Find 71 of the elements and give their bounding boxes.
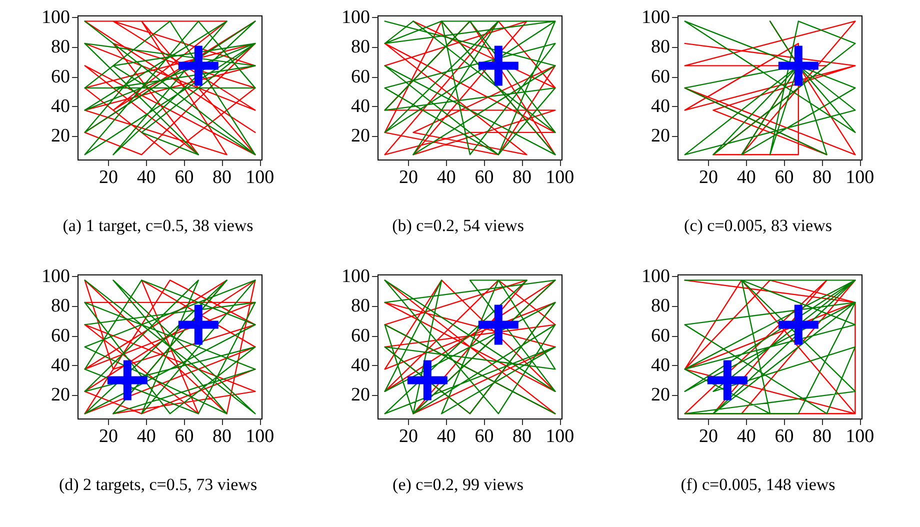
y-tick-label: 20	[351, 126, 370, 147]
line-series	[84, 280, 256, 414]
y-tick-label: 40	[51, 354, 70, 376]
x-tick-label: 60	[774, 167, 794, 188]
x-tick-label: 60	[774, 426, 794, 447]
x-tick-label: 40	[436, 167, 456, 188]
x-tick-label: 60	[474, 426, 494, 447]
y-tick-label: 100	[42, 266, 70, 287]
y-tick-label: 60	[651, 66, 670, 88]
x-tick-label: 40	[136, 426, 156, 447]
y-tick-label: 20	[351, 384, 370, 406]
x-tick-label: 20	[398, 426, 418, 447]
x-tick-label: 20	[98, 167, 118, 188]
y-tick-label: 40	[651, 354, 670, 376]
y-tick-label: 40	[351, 96, 370, 117]
text: (c) c=0.005, 83 views	[684, 216, 832, 235]
x-tick-label: 80	[512, 426, 532, 447]
y-tick-label: 80	[351, 36, 370, 58]
y-tick-label: 100	[342, 266, 370, 287]
x-tick-label: 20	[398, 167, 418, 188]
x-tick-label: 100	[546, 426, 574, 447]
y-tick-label: 20	[51, 126, 70, 147]
y-tick-label: 40	[351, 354, 370, 376]
y-tick-label: 80	[651, 296, 670, 317]
y-tick-label: 20	[651, 384, 670, 406]
y-tick-label: 40	[651, 96, 670, 117]
y-tick-label: 80	[51, 36, 70, 58]
x-tick-label: 80	[812, 426, 832, 447]
text: (b) c=0.2, 54 views	[392, 216, 524, 235]
y-tick-label: 60	[51, 325, 70, 346]
y-tick-label: 20	[51, 384, 70, 406]
x-tick-label: 40	[736, 426, 756, 447]
x-tick-label: 40	[736, 167, 756, 188]
x-tick-label: 80	[212, 426, 232, 447]
x-tick-label: 60	[174, 426, 194, 447]
x-tick-label: 60	[174, 167, 194, 188]
x-tick-label: 20	[698, 426, 718, 447]
y-tick-label: 100	[42, 7, 70, 28]
y-tick-label: 100	[642, 7, 670, 28]
y-tick-label: 80	[651, 36, 670, 58]
y-tick-label: 60	[651, 325, 670, 346]
x-tick-label: 20	[698, 167, 718, 188]
x-tick-label: 100	[246, 426, 274, 447]
text: (f) c=0.005, 148 views	[680, 475, 836, 494]
x-tick-label: 100	[846, 167, 874, 188]
line-series	[84, 20, 256, 156]
x-tick-label: 100	[846, 426, 874, 447]
text: (d) 2 targets, c=0.5, 73 views	[58, 475, 258, 494]
y-tick-label: 100	[342, 7, 370, 28]
x-tick-label: 80	[212, 167, 232, 188]
y-tick-label: 100	[642, 266, 670, 287]
x-tick-label: 20	[98, 426, 118, 447]
x-tick-label: 100	[546, 167, 574, 188]
y-tick-label: 60	[51, 66, 70, 88]
x-tick-label: 40	[436, 426, 456, 447]
text: (e) c=0.2, 99 views	[392, 475, 524, 494]
line-series	[384, 20, 556, 156]
line-series	[684, 20, 856, 156]
y-tick-label: 80	[51, 296, 70, 317]
x-tick-label: 80	[512, 167, 532, 188]
y-tick-label: 60	[351, 325, 370, 346]
x-tick-label: 100	[246, 167, 274, 188]
text: (a) 1 target, c=0.5, 38 views	[62, 216, 254, 235]
x-tick-label: 40	[136, 167, 156, 188]
x-tick-label: 80	[812, 167, 832, 188]
y-tick-label: 60	[351, 66, 370, 88]
y-tick-label: 40	[51, 96, 70, 117]
line-series	[384, 280, 556, 414]
y-tick-label: 20	[651, 126, 670, 147]
x-tick-label: 60	[474, 167, 494, 188]
y-tick-label: 80	[351, 296, 370, 317]
